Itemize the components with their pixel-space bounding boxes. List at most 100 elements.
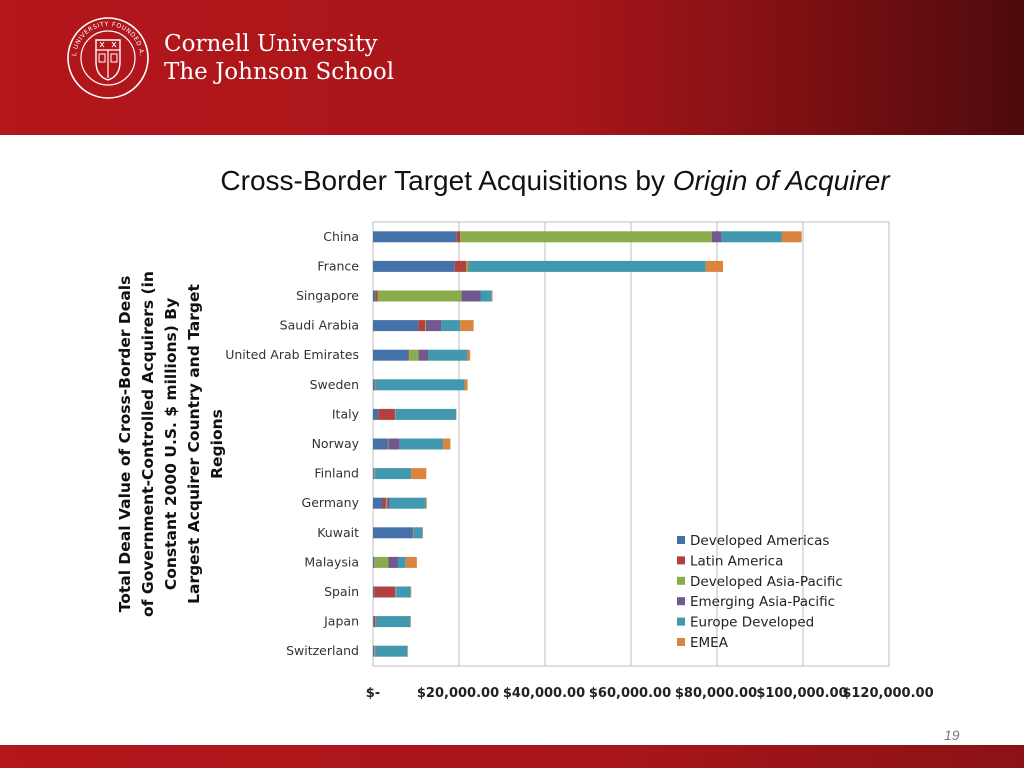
y-tick-label: France xyxy=(317,258,359,273)
y-axis-title-line: Constant 2000 U.S. $ millions) By xyxy=(162,298,180,590)
slide-title: Cross-Border Target Acquisitions by Orig… xyxy=(0,165,1024,197)
brand-text: Cornell University The Johnson School xyxy=(164,30,394,86)
y-tick-label: Malaysia xyxy=(304,554,359,569)
footer-bar xyxy=(0,745,1024,768)
bar-segment xyxy=(373,616,376,628)
bar-segment xyxy=(467,349,471,361)
bar-segment xyxy=(460,320,474,332)
bar-segment xyxy=(378,408,395,420)
y-tick-label: Germany xyxy=(302,495,360,510)
legend-label: Developed Asia-Pacific xyxy=(690,574,843,590)
bar-segment xyxy=(376,379,465,391)
bar-segment xyxy=(373,349,409,361)
bar-segment xyxy=(711,231,722,243)
brand-line-2: The Johnson School xyxy=(164,59,395,85)
legend-swatch xyxy=(677,576,685,585)
y-tick-label: Japan xyxy=(323,614,359,629)
bar-segment xyxy=(388,556,398,568)
x-tick-label: $120,000.00 xyxy=(842,686,933,701)
bar-segment xyxy=(373,290,376,302)
x-tick-label: $80,000.00 xyxy=(675,686,757,701)
bar-segment xyxy=(399,438,444,450)
y-axis-title-line: of Government-Controlled Acquirers (in xyxy=(139,271,157,617)
bar-segment xyxy=(373,379,375,391)
y-tick-label: China xyxy=(323,229,359,244)
bar-segment xyxy=(389,497,426,509)
y-tick-label: United Arab Emirates xyxy=(225,347,359,362)
bar-segment xyxy=(373,438,388,450)
header-banner: CORNELL UNIVERSITY FOUNDED A.D. 1865 Cor… xyxy=(0,0,1024,135)
bar-segment xyxy=(408,349,410,361)
x-tick-label: $60,000.00 xyxy=(589,686,671,701)
bar-segment xyxy=(373,408,379,420)
legend-swatch xyxy=(677,536,685,544)
legend-swatch xyxy=(677,597,685,606)
legend-label: EMEA xyxy=(690,635,729,651)
bar-segment xyxy=(375,468,412,480)
legend-swatch xyxy=(677,617,685,626)
bar-segment xyxy=(373,645,375,657)
bar-segment xyxy=(373,231,457,243)
bar-segment xyxy=(454,260,467,272)
bar-segment xyxy=(373,497,383,509)
bar-segment xyxy=(466,260,469,272)
x-tick-label: $100,000.00 xyxy=(756,686,847,701)
bar-segment xyxy=(443,438,451,450)
x-tick-label: $20,000.00 xyxy=(417,686,499,701)
bar-segment xyxy=(491,290,493,302)
x-tick-label: $- xyxy=(366,686,380,701)
legend-label: Developed Americas xyxy=(690,533,829,549)
bar-segment xyxy=(418,320,426,332)
bar-segment xyxy=(373,616,374,628)
brand-line-1: Cornell University xyxy=(164,31,378,57)
bar-segment xyxy=(413,527,423,539)
y-axis-title-line: Total Deal Value of Cross-Border Deals xyxy=(116,276,134,613)
y-tick-label: Finland xyxy=(314,466,359,481)
bar-segment xyxy=(385,497,388,509)
legend-swatch xyxy=(677,556,685,565)
slide-title-main: Cross-Border Target Acquisitions by xyxy=(220,165,673,196)
bar-segment xyxy=(460,231,712,243)
bar-segment xyxy=(373,320,419,332)
y-tick-label: Norway xyxy=(312,436,360,451)
bar-segment xyxy=(373,260,455,272)
y-axis-title: Total Deal Value of Cross-Border Deals of… xyxy=(116,271,226,617)
legend-label: Emerging Asia-Pacific xyxy=(690,594,835,610)
bar-segment xyxy=(373,527,413,539)
bar-segment xyxy=(418,349,429,361)
bar-segment xyxy=(373,468,374,480)
bar-segment xyxy=(409,349,419,361)
bar-segment xyxy=(456,231,461,243)
y-tick-label: Spain xyxy=(324,584,359,599)
bar-segment xyxy=(425,320,442,332)
slide-title-italic: Origin of Acquirer xyxy=(672,165,890,196)
bar-segment xyxy=(376,616,411,628)
bar-segment xyxy=(374,556,389,568)
bar-segment xyxy=(397,556,406,568)
bar-segment xyxy=(388,438,400,450)
y-tick-label: Kuwait xyxy=(317,525,359,540)
bar-segment xyxy=(480,290,492,302)
bar-segment xyxy=(411,468,427,480)
bar-segment xyxy=(405,556,417,568)
y-axis-title-line: Regions xyxy=(208,409,226,479)
y-tick-label: Italy xyxy=(332,406,360,421)
bar-segment xyxy=(469,260,706,272)
bar-segment xyxy=(705,260,724,272)
x-tick-label: $40,000.00 xyxy=(503,686,585,701)
legend-swatch xyxy=(677,638,685,646)
bar-segment xyxy=(396,586,411,598)
page-number: 19 xyxy=(944,727,960,743)
bar-segment xyxy=(395,408,456,420)
y-tick-label: Saudi Arabia xyxy=(280,318,359,333)
bar-segment xyxy=(461,290,481,302)
y-axis-title-line: Largest Acquirer Country and Target xyxy=(185,284,203,604)
bar-segment xyxy=(464,379,468,391)
bar-segment xyxy=(721,231,782,243)
bar-segment xyxy=(375,645,408,657)
bar-segment xyxy=(425,320,426,332)
bar-segment xyxy=(375,290,378,302)
y-tick-label: Singapore xyxy=(296,288,359,303)
bar-segment xyxy=(374,586,396,598)
